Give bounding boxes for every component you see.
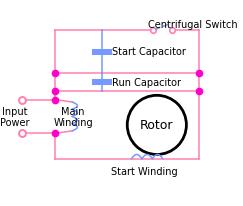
Text: Rotor: Rotor [140,119,174,132]
Text: Main
Winding: Main Winding [53,106,93,128]
Text: Start Capacitor: Start Capacitor [112,47,186,57]
Text: Start Winding: Start Winding [111,166,177,177]
Text: Run Capacitor: Run Capacitor [112,77,181,87]
Text: Input
Power: Input Power [0,106,30,128]
Text: Centrifugal Switch: Centrifugal Switch [148,19,238,29]
